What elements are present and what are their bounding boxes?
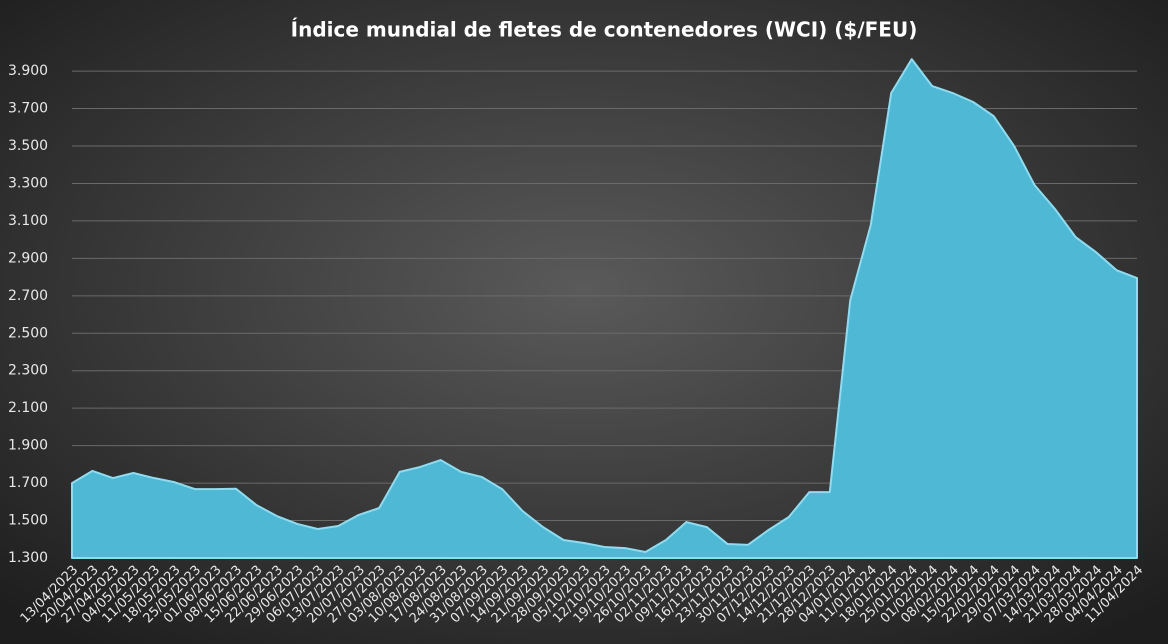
y-tick-label: 1.500 — [8, 513, 48, 529]
y-tick-label: 2.500 — [8, 325, 48, 341]
y-tick-label: 3.100 — [8, 213, 48, 229]
y-tick-label: 2.700 — [8, 288, 48, 304]
y-tick-label: 2.300 — [8, 363, 48, 379]
y-tick-label: 3.300 — [8, 175, 48, 191]
y-tick-label: 3.900 — [8, 63, 48, 79]
y-tick-label: 1.900 — [8, 438, 48, 454]
area — [71, 58, 1138, 559]
y-tick-label: 3.700 — [8, 101, 48, 117]
y-tick-label: 3.500 — [8, 138, 48, 154]
chart-title: Índice mundial de fletes de contenedores… — [291, 18, 918, 42]
y-tick-label: 2.900 — [8, 250, 48, 266]
y-tick-label: 2.100 — [8, 400, 48, 416]
y-tick-label: 1.700 — [8, 475, 48, 491]
y-tick-label: 1.300 — [8, 550, 48, 566]
